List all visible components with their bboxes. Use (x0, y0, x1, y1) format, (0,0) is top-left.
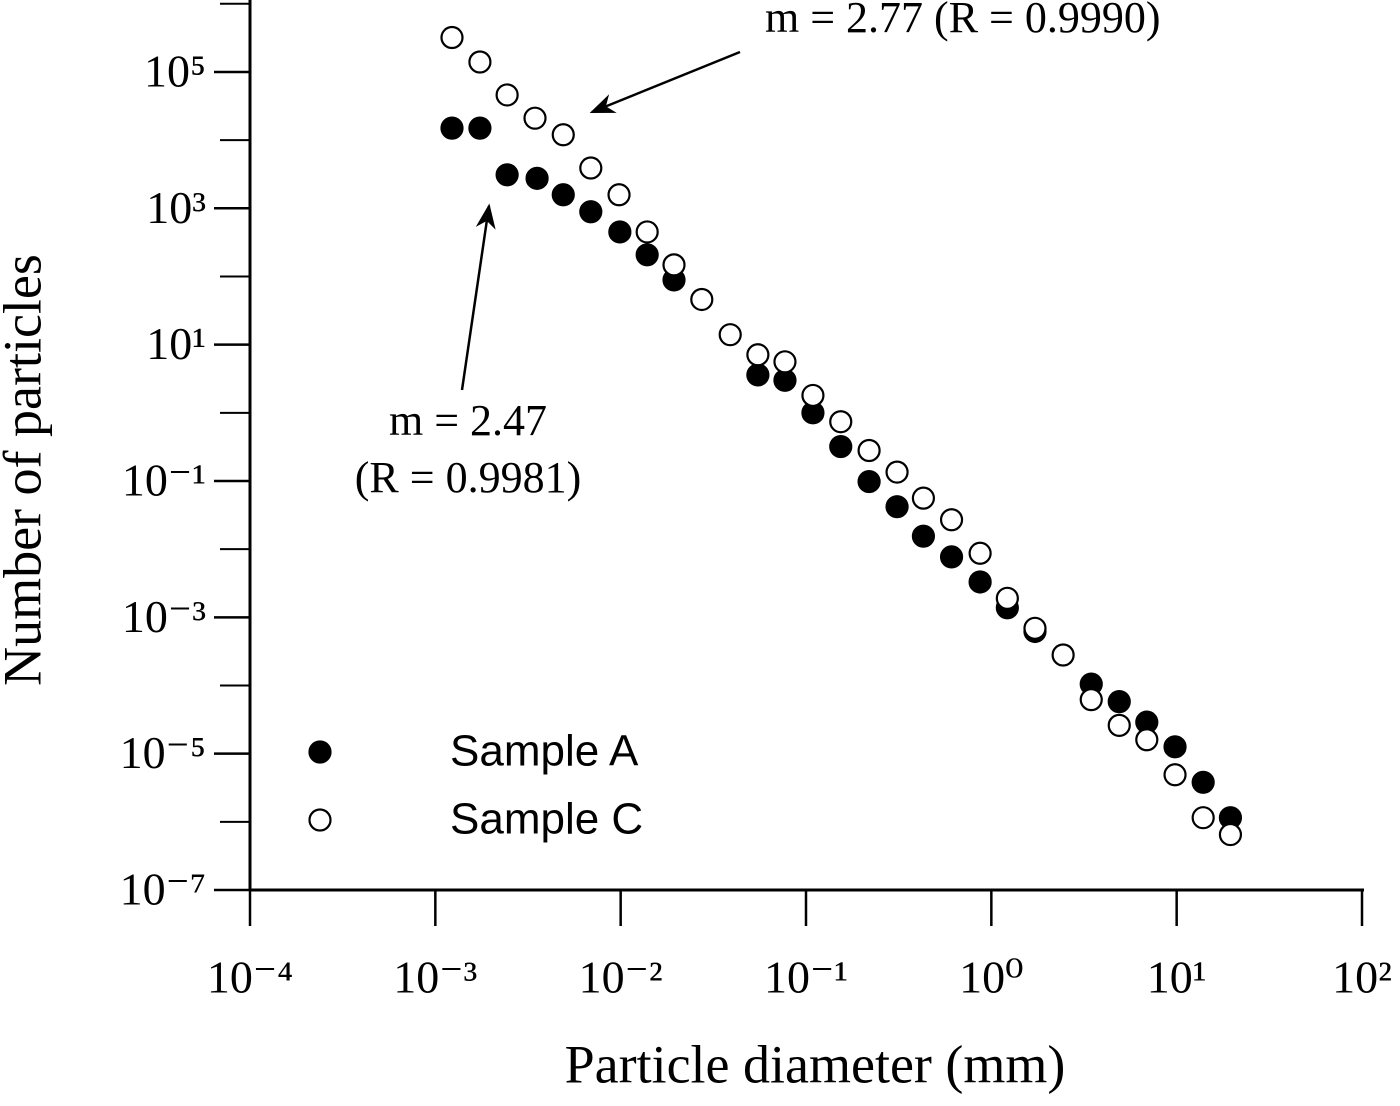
marker (968, 541, 992, 565)
marker (885, 460, 909, 484)
y-axis-label: Number of particles (0, 254, 52, 686)
marker (579, 200, 603, 224)
marker (440, 116, 464, 140)
marker (1163, 735, 1187, 759)
marker (1107, 690, 1131, 714)
marker (1191, 770, 1215, 794)
legend-marker (308, 740, 332, 764)
y-tick-label: 10⁻⁷ (120, 864, 206, 915)
marker (718, 323, 742, 347)
marker (857, 469, 881, 494)
marker (608, 220, 632, 244)
y-tick-label: 10¹ (146, 318, 206, 369)
marker (911, 486, 936, 510)
legend-label: Sample C (450, 795, 643, 844)
marker (968, 570, 992, 594)
marker (440, 25, 464, 50)
marker (1163, 763, 1187, 787)
annotation: m = 2.77 (R = 0.9990) (765, 0, 1161, 42)
annotation-arrow (589, 50, 741, 114)
marker (690, 287, 714, 312)
x-axis-label: Particle diameter (mm) (565, 1034, 1066, 1094)
marker (1107, 713, 1131, 737)
marker (607, 183, 631, 207)
marker (1191, 806, 1215, 830)
marker (857, 438, 881, 463)
marker (1023, 616, 1047, 640)
legend-marker (308, 808, 332, 832)
legend-label: Sample A (450, 727, 639, 776)
y-tick-label: 10⁻³ (122, 591, 206, 642)
marker (939, 545, 964, 569)
marker (746, 363, 770, 387)
marker (1218, 822, 1243, 847)
marker (551, 183, 575, 207)
marker (995, 586, 1019, 610)
y-tick-label: 10³ (146, 182, 206, 233)
x-tick-label: 10⁻¹ (764, 952, 848, 1003)
marker (885, 495, 909, 519)
annotation: m = 2.47 (389, 396, 547, 445)
marker (468, 50, 492, 74)
marker (662, 253, 686, 277)
marker (579, 156, 603, 180)
marker (1135, 728, 1159, 752)
x-tick-label: 10⁻⁴ (207, 952, 293, 1003)
marker (635, 243, 659, 267)
marker (551, 123, 575, 147)
marker (773, 350, 797, 374)
marker (495, 163, 519, 187)
x-tick-label: 10⁻² (579, 952, 663, 1003)
marker (829, 410, 853, 434)
marker (746, 343, 770, 367)
marker (1051, 643, 1075, 667)
marker (829, 434, 853, 459)
y-tick-label: 10⁻⁵ (120, 727, 206, 778)
x-tick-label: 10¹ (1147, 952, 1207, 1003)
marker (468, 116, 492, 140)
annotation-arrow (460, 203, 496, 391)
y-tick-label: 10⁻¹ (122, 455, 206, 506)
x-tick-label: 10⁻³ (393, 952, 477, 1003)
marker (911, 524, 936, 548)
marker (801, 383, 825, 408)
y-tick-label: 10⁵ (144, 46, 206, 97)
x-tick-label: 10⁰ (959, 952, 1023, 1003)
marker (939, 508, 964, 532)
marker (525, 166, 549, 190)
x-tick-label: 10² (1332, 952, 1392, 1003)
annotation: (R = 0.9981) (355, 453, 581, 502)
marker (635, 220, 659, 244)
marker (1079, 688, 1103, 712)
marker (495, 83, 519, 107)
marker (523, 106, 547, 130)
